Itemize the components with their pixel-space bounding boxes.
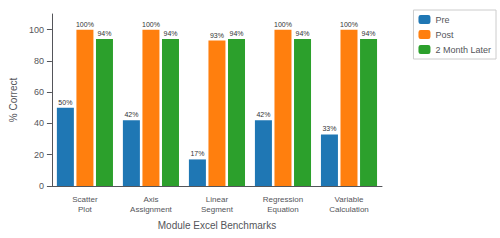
svg-text:Calculation: Calculation: [329, 205, 369, 214]
svg-text:Segment: Segment: [201, 205, 234, 214]
svg-text:100: 100: [29, 25, 44, 35]
svg-text:80: 80: [34, 56, 44, 66]
svg-text:94%: 94%: [362, 30, 376, 37]
svg-text:50%: 50%: [58, 99, 72, 106]
svg-text:93%: 93%: [210, 32, 224, 39]
svg-text:Post: Post: [435, 30, 454, 40]
svg-text:40: 40: [34, 118, 44, 128]
svg-text:Equation: Equation: [267, 205, 299, 214]
svg-text:100%: 100%: [274, 21, 292, 28]
svg-text:60: 60: [34, 87, 44, 97]
svg-text:42%: 42%: [124, 111, 138, 118]
svg-text:Plot: Plot: [78, 205, 93, 214]
svg-text:2 Month Later: 2 Month Later: [435, 45, 491, 55]
svg-text:100%: 100%: [142, 21, 160, 28]
svg-text:42%: 42%: [256, 111, 270, 118]
svg-text:Variable: Variable: [335, 195, 364, 204]
svg-text:94%: 94%: [97, 30, 111, 37]
svg-text:% Correct: % Correct: [8, 78, 19, 123]
svg-text:33%: 33%: [322, 125, 336, 132]
svg-text:94%: 94%: [230, 30, 244, 37]
svg-text:0: 0: [39, 181, 44, 191]
svg-text:94%: 94%: [163, 30, 177, 37]
svg-text:Assignment: Assignment: [130, 205, 173, 214]
svg-text:Axis: Axis: [143, 195, 158, 204]
svg-text:Scatter: Scatter: [72, 195, 98, 204]
svg-text:Regression: Regression: [263, 195, 303, 204]
svg-text:100%: 100%: [76, 21, 94, 28]
svg-text:17%: 17%: [190, 150, 204, 157]
svg-text:Pre: Pre: [435, 15, 449, 25]
svg-text:20: 20: [34, 150, 44, 160]
svg-text:94%: 94%: [296, 30, 310, 37]
svg-text:Linear: Linear: [206, 195, 229, 204]
svg-text:Module Excel Benchmarks: Module Excel Benchmarks: [158, 220, 276, 231]
svg-text:100%: 100%: [340, 21, 358, 28]
